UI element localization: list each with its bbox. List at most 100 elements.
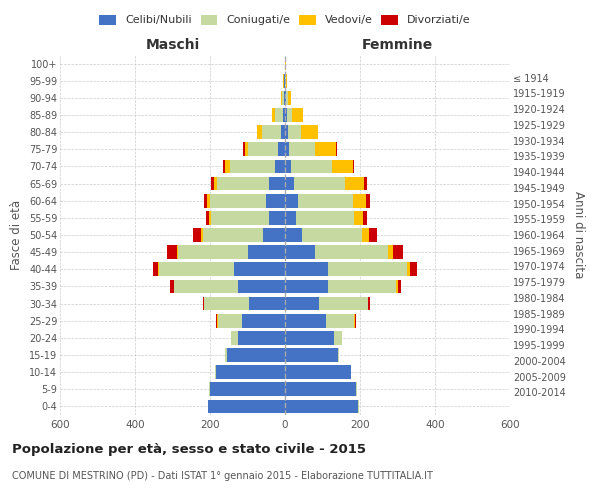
Bar (287, 126, 301, 139)
Bar (263, 228, 285, 242)
Bar (285, 108, 287, 122)
Bar (269, 211, 285, 224)
Bar (362, 211, 367, 224)
Bar (287, 108, 292, 122)
Bar (285, 194, 298, 207)
Bar (170, 280, 173, 293)
Bar (296, 211, 355, 224)
Bar (229, 160, 275, 173)
Bar (227, 348, 285, 362)
Bar (232, 331, 238, 344)
Text: Maschi: Maschi (145, 38, 200, 52)
Bar (285, 211, 296, 224)
Bar (285, 228, 302, 242)
Bar (410, 262, 416, 276)
Bar (285, 126, 287, 139)
Legend: Celibi/Nubili, Coniugati/e, Vedovi/e, Divorziati/e: Celibi/Nubili, Coniugati/e, Vedovi/e, Di… (95, 10, 475, 30)
Bar (388, 246, 392, 259)
Bar (287, 91, 290, 104)
Bar (285, 331, 334, 344)
Bar (209, 211, 211, 224)
Bar (281, 91, 282, 104)
Bar (167, 246, 176, 259)
Bar (356, 382, 357, 396)
Bar (275, 160, 285, 173)
Bar (328, 280, 395, 293)
Bar (250, 296, 285, 310)
Bar (210, 194, 266, 207)
Bar (208, 194, 210, 207)
Bar (272, 108, 275, 122)
Bar (173, 280, 175, 293)
Bar (225, 160, 229, 173)
Bar (355, 211, 362, 224)
Bar (215, 366, 285, 379)
Bar (235, 262, 285, 276)
Bar (292, 108, 302, 122)
Bar (211, 211, 269, 224)
Bar (365, 194, 370, 207)
Bar (285, 400, 358, 413)
Bar (395, 280, 398, 293)
Bar (302, 228, 362, 242)
Bar (242, 142, 245, 156)
Bar (368, 296, 370, 310)
Bar (285, 91, 286, 104)
Bar (211, 176, 214, 190)
Bar (285, 142, 289, 156)
Bar (158, 262, 160, 276)
Bar (203, 296, 204, 310)
Bar (284, 74, 285, 88)
Bar (285, 262, 328, 276)
Bar (285, 176, 295, 190)
Bar (205, 211, 209, 224)
Bar (285, 160, 290, 173)
Bar (285, 382, 356, 396)
Bar (242, 314, 285, 328)
Bar (160, 262, 235, 276)
Bar (152, 262, 158, 276)
Bar (283, 108, 285, 122)
Bar (392, 246, 403, 259)
Bar (285, 280, 328, 293)
Bar (353, 194, 365, 207)
Bar (208, 400, 285, 413)
Bar (248, 142, 278, 156)
Bar (328, 262, 407, 276)
Text: Femmine: Femmine (362, 38, 433, 52)
Bar (286, 91, 287, 104)
Bar (285, 296, 319, 310)
Bar (238, 331, 285, 344)
Bar (290, 160, 332, 173)
Bar (398, 280, 401, 293)
Bar (238, 280, 285, 293)
Bar (176, 246, 178, 259)
Bar (205, 296, 250, 310)
Bar (332, 160, 353, 173)
Bar (285, 246, 315, 259)
Bar (281, 126, 285, 139)
Bar (337, 348, 339, 362)
Bar (362, 228, 368, 242)
Bar (285, 348, 337, 362)
Bar (295, 176, 345, 190)
Bar (285, 314, 326, 328)
Text: Popolazione per età, sesso e stato civile - 2015: Popolazione per età, sesso e stato civil… (12, 442, 366, 456)
Bar (289, 142, 315, 156)
Bar (175, 280, 238, 293)
Bar (315, 142, 335, 156)
Bar (217, 176, 269, 190)
Bar (368, 228, 377, 242)
Bar (284, 91, 285, 104)
Bar (317, 126, 319, 139)
Bar (203, 194, 208, 207)
Bar (278, 142, 285, 156)
Bar (248, 246, 285, 259)
Bar (335, 142, 337, 156)
Bar (319, 296, 367, 310)
Bar (282, 91, 284, 104)
Bar (364, 176, 367, 190)
Y-axis label: Anni di nascita: Anni di nascita (572, 192, 585, 278)
Bar (245, 142, 248, 156)
Bar (353, 160, 355, 173)
